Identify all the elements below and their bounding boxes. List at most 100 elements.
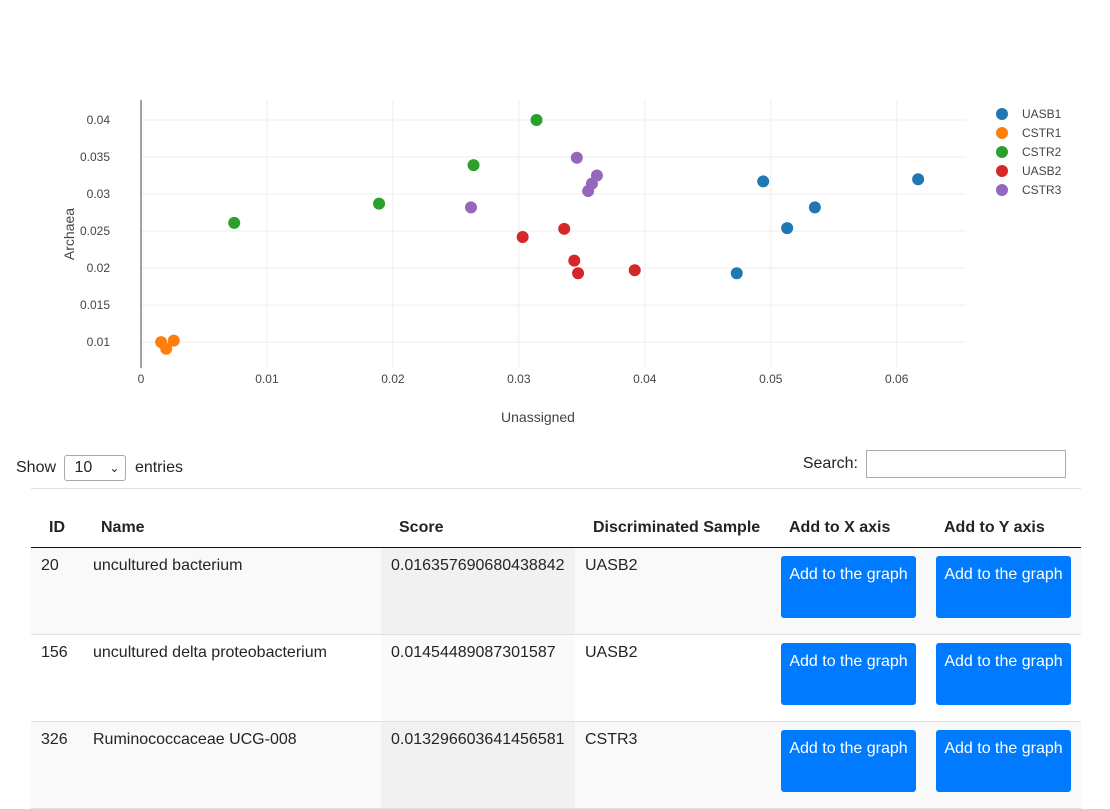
data-point[interactable] <box>757 175 770 188</box>
data-point[interactable] <box>467 159 480 172</box>
cell-name: Ruminococcaceae UCG-008 <box>93 731 297 748</box>
cell-name: uncultured bacterium <box>93 557 243 574</box>
x-tick-label: 0.05 <box>759 372 783 386</box>
legend-marker <box>996 127 1008 139</box>
cell-id: 326 <box>41 731 68 748</box>
x-tick-label: 0.02 <box>381 372 405 386</box>
y-tick-label: 0.04 <box>87 113 111 127</box>
data-point[interactable] <box>781 222 794 235</box>
data-point[interactable] <box>465 201 477 214</box>
plot-points[interactable] <box>155 113 925 355</box>
legend-label: CSTR2 <box>1022 145 1062 159</box>
chevron-down-icon: ⌄ <box>109 461 120 475</box>
add-to-y-axis-button[interactable]: Add to the graph <box>936 643 1071 705</box>
y-tick-label: 0.035 <box>80 150 110 164</box>
column-header-add-x[interactable]: Add to X axis <box>789 519 891 536</box>
table-row: 326 Ruminococcaceae UCG-008 0.0132966036… <box>31 721 1081 809</box>
cell-score: 0.013296603641456581 <box>381 721 575 809</box>
y-axis-title: Archaea <box>61 208 77 260</box>
cell-add-x: Add to the graph <box>771 548 926 635</box>
add-to-x-axis-button[interactable]: Add to the graph <box>781 730 916 792</box>
data-point[interactable] <box>730 267 743 280</box>
entries-label: entries <box>134 459 183 477</box>
legend-label: CSTR3 <box>1022 183 1062 197</box>
data-point[interactable] <box>228 216 241 229</box>
legend-item[interactable]: CSTR3 <box>996 183 1062 197</box>
data-point[interactable] <box>572 267 585 280</box>
cell-add-x: Add to the graph <box>771 722 926 809</box>
x-axis-title: Unassigned <box>501 409 575 425</box>
cell-score: 0.016357690680438842 <box>381 547 575 635</box>
data-point[interactable] <box>160 342 173 355</box>
table-header-row: ID Name Score Discriminated Sample Add t… <box>31 488 1081 548</box>
cell-add-x: Add to the graph <box>771 635 926 722</box>
data-point[interactable] <box>530 113 543 126</box>
legend-marker <box>996 165 1008 177</box>
column-header-sample[interactable]: Discriminated Sample <box>593 519 761 536</box>
x-tick-label: 0.01 <box>255 372 279 386</box>
cell-id: 156 <box>41 644 68 661</box>
data-point[interactable] <box>568 254 581 267</box>
cell-add-y: Add to the graph <box>926 635 1081 722</box>
legend-label: UASB2 <box>1022 164 1062 178</box>
legend-marker <box>996 146 1008 158</box>
legend-item[interactable]: CSTR2 <box>996 145 1062 159</box>
cell-add-y: Add to the graph <box>926 548 1081 635</box>
legend-item[interactable]: CSTR1 <box>996 126 1062 140</box>
show-label: Show <box>16 459 57 477</box>
data-point[interactable] <box>912 173 925 186</box>
table-row: 156 uncultured delta proteobacterium 0.0… <box>31 634 1081 722</box>
cell-sample: CSTR3 <box>585 731 638 748</box>
results-table: ID Name Score Discriminated Sample Add t… <box>31 488 1081 809</box>
y-tick-label: 0.01 <box>87 335 111 349</box>
plot-axes: 0 0.01 0.02 0.03 0.04 0.05 0.06 0.01 0.015 0.02 0.… <box>80 100 909 386</box>
entries-select-value: 10 <box>74 459 93 476</box>
add-to-x-axis-button[interactable]: Add to the graph <box>781 643 916 705</box>
legend-label: CSTR1 <box>1022 126 1062 140</box>
data-point[interactable] <box>808 201 821 214</box>
y-tick-label: 0.015 <box>80 298 110 312</box>
legend-item[interactable]: UASB1 <box>996 107 1062 121</box>
x-tick-label: 0.04 <box>633 372 657 386</box>
legend-label: UASB1 <box>1022 107 1062 121</box>
cell-add-y: Add to the graph <box>926 722 1081 809</box>
data-point[interactable] <box>570 151 583 164</box>
legend-item[interactable]: UASB2 <box>996 164 1062 178</box>
x-tick-label: 0 <box>138 372 145 386</box>
table-row: 20 uncultured bacterium 0.01635769068043… <box>31 547 1081 635</box>
add-to-y-axis-button[interactable]: Add to the graph <box>936 730 1071 792</box>
scatter-plot[interactable]: 0 0.01 0.02 0.03 0.04 0.05 0.06 0.01 0.015 0.02 0.… <box>0 0 1110 440</box>
entries-select[interactable]: 10 ⌄ <box>64 455 127 481</box>
cell-sample: UASB2 <box>585 557 638 574</box>
search-control: Search: <box>803 450 1066 478</box>
y-tick-label: 0.025 <box>80 224 110 238</box>
search-input[interactable] <box>866 450 1066 478</box>
cell-sample: UASB2 <box>585 644 638 661</box>
search-label: Search: <box>802 455 858 472</box>
plot-grid <box>141 100 966 368</box>
data-point[interactable] <box>558 222 571 235</box>
plot-legend[interactable]: UASB1 CSTR1 CSTR2 UASB2 CSTR3 <box>996 107 1062 197</box>
column-header-name[interactable]: Name <box>101 519 145 536</box>
legend-marker <box>996 108 1008 120</box>
y-tick-label: 0.02 <box>87 261 111 275</box>
data-point[interactable] <box>628 264 641 277</box>
data-point[interactable] <box>373 197 386 210</box>
cell-name: uncultured delta proteobacterium <box>93 644 327 661</box>
entries-length-control: Show 10 ⌄ entries <box>16 455 183 481</box>
y-tick-label: 0.03 <box>87 187 111 201</box>
data-point[interactable] <box>516 230 529 243</box>
cell-score: 0.01454489087301587 <box>381 634 575 722</box>
column-header-score[interactable]: Score <box>399 519 444 536</box>
cell-id: 20 <box>41 557 59 574</box>
table-controls: Show 10 ⌄ entries Search: <box>0 448 1110 484</box>
data-point[interactable] <box>167 334 180 347</box>
x-tick-label: 0.03 <box>507 372 531 386</box>
legend-marker <box>996 184 1008 196</box>
column-header-id[interactable]: ID <box>49 519 65 536</box>
add-to-y-axis-button[interactable]: Add to the graph <box>936 556 1071 618</box>
column-header-add-y[interactable]: Add to Y axis <box>944 519 1045 536</box>
add-to-x-axis-button[interactable]: Add to the graph <box>781 556 916 618</box>
x-tick-label: 0.06 <box>885 372 909 386</box>
data-point[interactable] <box>590 169 603 182</box>
